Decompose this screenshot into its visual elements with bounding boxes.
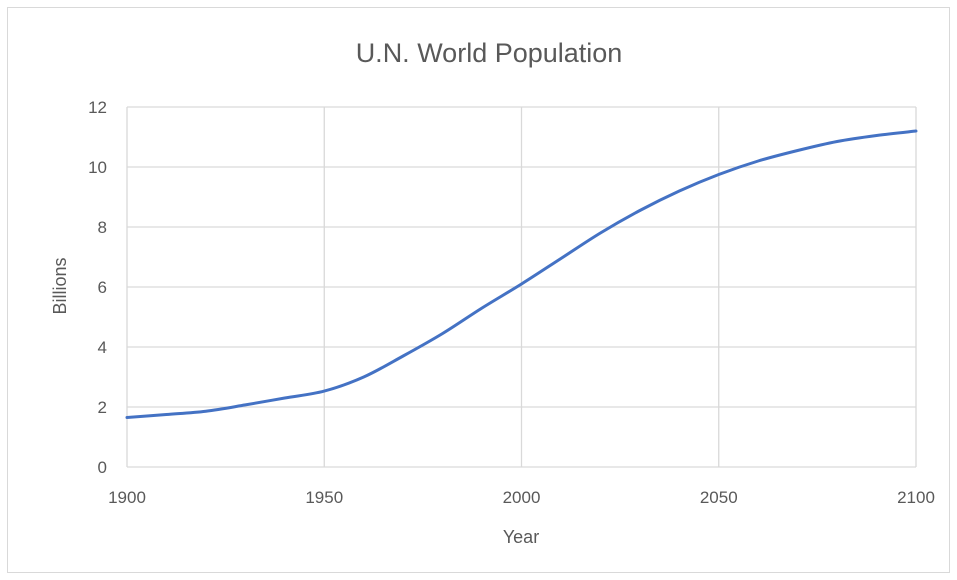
y-tick-label: 8 <box>98 218 107 237</box>
x-tick-label: 2100 <box>897 488 935 507</box>
x-tick-label: 2050 <box>700 488 738 507</box>
y-tick-label: 12 <box>88 98 107 117</box>
y-tick-label: 10 <box>88 158 107 177</box>
y-axis-label: Billions <box>50 257 70 314</box>
gridlines <box>126 106 917 468</box>
series <box>125 129 918 419</box>
tick-labels: 0 2 4 6 8 10 12 1900 1950 2000 2050 2100 <box>88 98 935 507</box>
population-series-line <box>125 129 918 419</box>
chart-frame <box>7 7 950 573</box>
y-tick-label: 6 <box>98 278 107 297</box>
y-tick-label: 0 <box>98 458 107 477</box>
x-tick-label: 2000 <box>503 488 541 507</box>
y-tick-label: 4 <box>98 338 107 357</box>
x-axis-label: Year <box>503 527 539 547</box>
x-tick-label: 1950 <box>305 488 343 507</box>
x-tick-label: 1900 <box>108 488 146 507</box>
y-tick-label: 2 <box>98 398 107 417</box>
chart-title: U.N. World Population <box>356 38 623 68</box>
